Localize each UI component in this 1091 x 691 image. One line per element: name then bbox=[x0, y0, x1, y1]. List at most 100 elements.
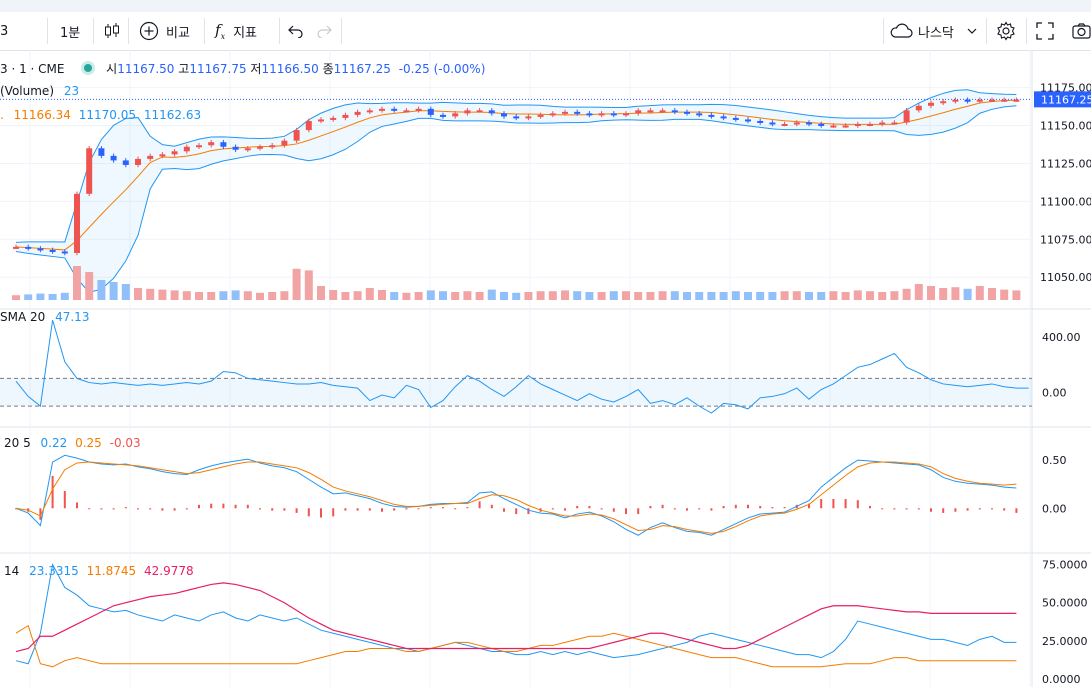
volume-bar bbox=[939, 288, 948, 300]
undo-button[interactable] bbox=[288, 12, 304, 50]
dmi-legend: 14 23.3315 11.8745 42.9778 bbox=[4, 564, 194, 578]
ohlc-close-value: 11167.25 bbox=[333, 62, 391, 76]
indicators-button[interactable]: fx 지표 bbox=[215, 12, 257, 50]
dmi-adx-value: 42.9778 bbox=[144, 564, 194, 578]
candle-body bbox=[135, 158, 141, 165]
volume-bar bbox=[866, 291, 874, 300]
candle-body bbox=[330, 117, 337, 120]
candlestick-icon bbox=[105, 23, 119, 38]
redo-button[interactable] bbox=[316, 12, 332, 50]
volume-bar bbox=[841, 292, 850, 300]
last-price-tag bbox=[1034, 91, 1091, 108]
candle-body bbox=[488, 110, 495, 114]
snapshot-button[interactable] bbox=[1072, 12, 1091, 50]
candle-body bbox=[37, 248, 44, 251]
macd-histogram-bar bbox=[466, 507, 469, 509]
candle-body bbox=[452, 113, 459, 117]
candle-body bbox=[830, 125, 837, 128]
volume-value: 23 bbox=[63, 84, 80, 98]
dmi-tick-label: 75.0000 bbox=[1042, 559, 1088, 572]
interval-button[interactable]: 1분 bbox=[60, 12, 80, 50]
macd-histogram-bar bbox=[112, 508, 115, 510]
volume-bar bbox=[475, 292, 484, 300]
volume-bar bbox=[805, 292, 813, 300]
macd-value: 0.22 bbox=[40, 436, 68, 450]
interval-label: 1분 bbox=[60, 25, 81, 41]
market-status-button[interactable]: 나스닥 bbox=[889, 12, 978, 50]
macd-histogram-bar bbox=[503, 508, 505, 512]
volume-bar bbox=[207, 292, 216, 300]
macd-histogram-bar bbox=[100, 508, 103, 510]
settings-button[interactable] bbox=[996, 12, 1016, 50]
chart-area[interactable]: 11175.00 11150.00 11125.00 11100.00 11075.00… bbox=[0, 50, 1091, 687]
macd-histogram-bar bbox=[576, 505, 579, 509]
symbol-search-button[interactable]: 3 bbox=[0, 12, 14, 50]
macd-histogram-bar bbox=[747, 504, 749, 509]
macd-histogram-bar bbox=[1015, 508, 1018, 513]
volume-bar bbox=[536, 291, 545, 300]
chart-canvas[interactable]: 11175.00 11150.00 11125.00 11100.00 11075.00… bbox=[0, 50, 1091, 687]
cci-tick-label: 0.00 bbox=[1042, 386, 1067, 399]
candle-body bbox=[793, 122, 800, 125]
macd-histogram-bar bbox=[954, 508, 957, 512]
volume-bar bbox=[500, 292, 508, 300]
candle-body bbox=[940, 101, 947, 104]
market-open-dot bbox=[84, 64, 93, 72]
ohlc-change-value: -0.25 (-0.00%) bbox=[398, 62, 486, 76]
ohlc-high-label: 고 bbox=[178, 62, 190, 76]
candle-body bbox=[903, 110, 910, 123]
volume-bar bbox=[109, 282, 118, 300]
macd-histogram-bar bbox=[283, 508, 286, 511]
candle-body bbox=[659, 110, 666, 113]
volume-bar bbox=[439, 291, 447, 300]
volume-bar bbox=[561, 290, 569, 300]
macd-histogram-bar bbox=[734, 504, 737, 509]
volume-bar bbox=[317, 286, 325, 300]
candle-body bbox=[867, 124, 873, 126]
symbol-line: 3 · 1 · CME bbox=[0, 62, 65, 76]
top-strip bbox=[0, 0, 1091, 12]
macd-histogram-bar bbox=[905, 508, 908, 510]
volume-bar bbox=[890, 291, 899, 300]
toolbar-divider bbox=[128, 18, 129, 44]
fullscreen-button[interactable] bbox=[1036, 12, 1054, 50]
volume-bar bbox=[365, 288, 374, 300]
toolbar-divider bbox=[279, 18, 280, 44]
volume-bar bbox=[158, 289, 167, 300]
macd-line bbox=[15, 454, 1017, 536]
macd-histogram-bar bbox=[637, 508, 640, 515]
candle-body bbox=[696, 113, 703, 116]
price-tick-label: 11150.00 bbox=[1040, 120, 1091, 133]
chart-style-button[interactable] bbox=[104, 12, 120, 50]
candle-body bbox=[586, 113, 593, 116]
volume-bar bbox=[963, 288, 972, 300]
market-label: 나스닥 bbox=[918, 25, 954, 41]
compare-button[interactable]: 비교 bbox=[139, 12, 190, 50]
candle-body bbox=[196, 145, 202, 148]
macd-tick-label: 0.50 bbox=[1042, 454, 1067, 467]
ohlc-open-value: 11167.50 bbox=[117, 62, 175, 76]
candle-body bbox=[86, 148, 93, 194]
volume-bar bbox=[609, 291, 618, 300]
macd-histogram-bar bbox=[185, 508, 188, 510]
macd-histogram-bar bbox=[515, 508, 518, 515]
macd-histogram-bar bbox=[942, 508, 945, 513]
macd-histogram-bar bbox=[881, 508, 884, 510]
macd-histogram-bar bbox=[271, 508, 274, 511]
volume-bar bbox=[683, 292, 691, 300]
candle-body bbox=[757, 120, 764, 123]
volume-legend: (Volume) 23 bbox=[0, 84, 79, 98]
candle-body bbox=[74, 193, 80, 253]
volume-bar bbox=[97, 280, 106, 300]
volume-bar bbox=[390, 292, 399, 300]
macd-histogram-bar bbox=[710, 508, 713, 511]
macd-histogram-bar bbox=[88, 508, 91, 510]
candle-body bbox=[842, 125, 849, 128]
macd-histogram-bar bbox=[978, 508, 981, 510]
volume-bar bbox=[573, 291, 582, 300]
toolbar-divider bbox=[986, 18, 987, 44]
macd-histogram-bar bbox=[673, 508, 676, 510]
volume-bar bbox=[451, 292, 460, 300]
candle-body bbox=[257, 146, 263, 149]
volume-bar bbox=[121, 284, 130, 300]
